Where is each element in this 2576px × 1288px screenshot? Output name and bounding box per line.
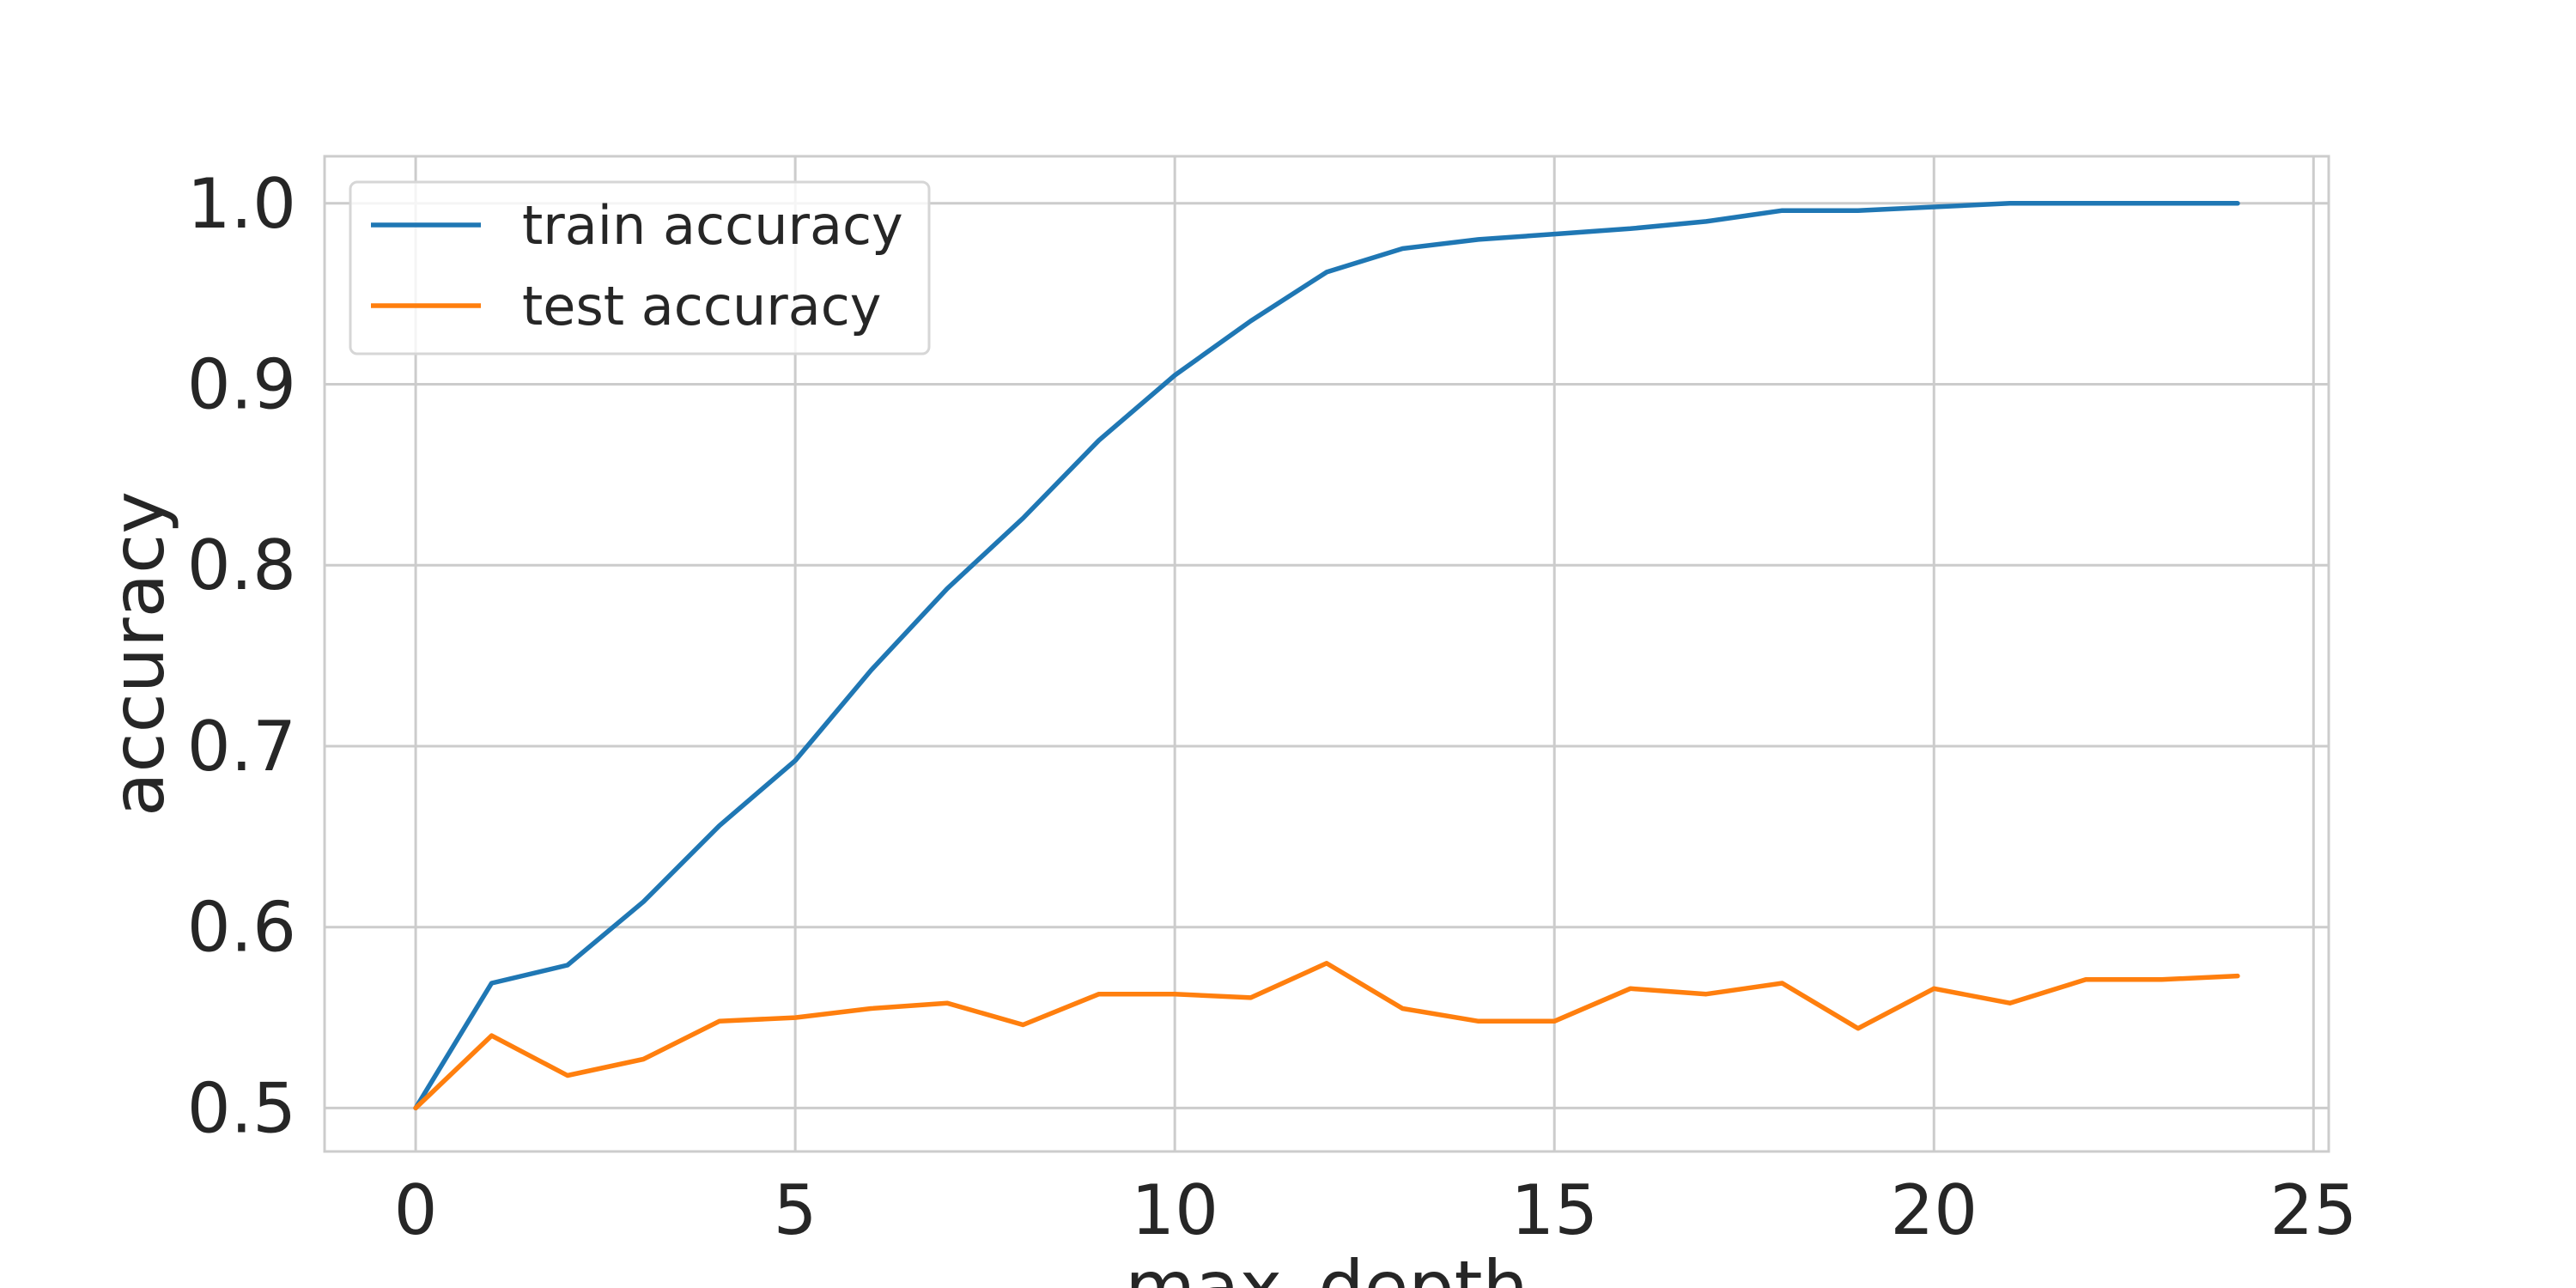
x-tick-label: 20: [1890, 1170, 1978, 1250]
x-tick-label: 0: [394, 1170, 438, 1250]
grid: [325, 156, 2329, 1151]
legend: train accuracy test accuracy: [349, 180, 931, 355]
legend-label-train-accuracy: train accuracy: [522, 194, 903, 257]
legend-label-test-accuracy: test accuracy: [522, 275, 882, 337]
plot-area-frame: [323, 155, 2330, 1153]
y-tick-label: 0.7: [187, 707, 296, 787]
y-tick-label: 0.6: [187, 888, 296, 968]
x-axis-label: max_depth: [1125, 1245, 1528, 1288]
x-tick-label: 5: [774, 1170, 817, 1250]
series-group: [413, 201, 2240, 1111]
legend-box: [349, 180, 931, 355]
y-tick-label: 1.0: [187, 164, 296, 244]
x-tick-label: 10: [1131, 1170, 1218, 1250]
series-line-test-accuracy: [413, 961, 2240, 1111]
y-axis-label: accuracy: [96, 491, 180, 817]
tick-labels: 0 5 10 15 20 25 0.5 0.6 0.7 0.8 0.9 1.0: [187, 164, 2357, 1250]
y-tick-label: 0.8: [187, 526, 296, 605]
series-line-train-accuracy: [413, 201, 2240, 1111]
x-tick-label: 25: [2269, 1170, 2357, 1250]
x-tick-label: 15: [1510, 1170, 1598, 1250]
y-tick-label: 0.5: [187, 1068, 296, 1148]
y-tick-label: 0.9: [187, 345, 296, 425]
